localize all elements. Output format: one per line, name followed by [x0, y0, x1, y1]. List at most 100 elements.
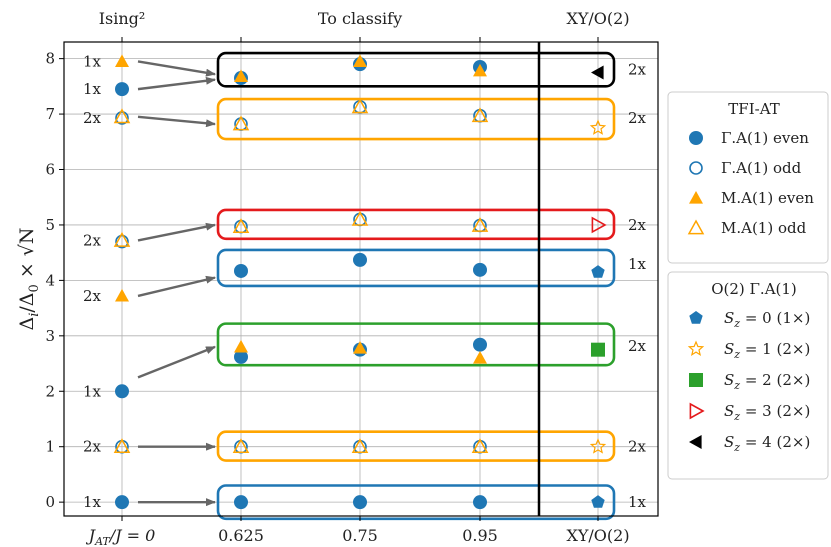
- data-point-triangle-filled: [234, 339, 248, 353]
- left-count-label: 1x: [83, 382, 102, 400]
- legend-frame: [667, 91, 829, 264]
- x-tick-label: 0.75: [342, 526, 378, 545]
- legend-label-pre: S: [724, 433, 734, 451]
- data-point-triangle-left: [591, 65, 604, 80]
- mapping-arrow: [137, 60, 216, 77]
- ylabel-sub-0: 0: [27, 284, 42, 292]
- group-box: [216, 208, 616, 241]
- y-tick-label: 8: [45, 50, 55, 68]
- right-count-label: 2x: [628, 337, 647, 355]
- data-point-pentagon: [591, 265, 605, 278]
- y-tick-label: 4: [45, 271, 55, 289]
- data-point-circle-filled: [234, 263, 248, 278]
- legend-label-pre: S: [724, 309, 734, 327]
- ylabel-sub-i: i: [27, 313, 42, 317]
- data-point-square: [591, 342, 605, 357]
- annotation-labels: 1x 2x 1x 2x 2x 2x 1x 1x 1x 2x 2x 1x 2x 2x 2x: [83, 52, 647, 511]
- data-point-circle-filled: [234, 349, 248, 364]
- data-point-circle-filled: [115, 384, 129, 399]
- legend-label: Γ.A(1) even: [721, 129, 809, 147]
- data-point-triangle-open: [232, 218, 250, 233]
- data-point-circle-filled: [115, 82, 129, 97]
- data-point-circle-filled: [234, 495, 248, 510]
- legend-marker-triangle-right-open: [689, 402, 705, 420]
- legend-marker-triangle-left: [689, 435, 702, 449]
- x-tick-label-first: JAT/J = 0: [86, 526, 156, 547]
- y-tick-label: 3: [45, 327, 55, 345]
- legend-marker-star: [687, 340, 705, 356]
- xlabel-main: J: [86, 526, 97, 545]
- top-label: XY/O(2): [566, 9, 629, 28]
- data-point-triangle-open: [113, 438, 131, 454]
- legend-label-sub: z: [733, 317, 740, 330]
- y-tick-label: 1: [45, 438, 55, 456]
- y-tick-label: 5: [45, 216, 55, 234]
- group-box: [216, 484, 616, 521]
- data-point-triangle-filled: [473, 351, 487, 364]
- data-point-triangle-filled: [353, 341, 367, 354]
- y-tick-label: 6: [45, 161, 55, 179]
- mapping-arrow: [137, 222, 216, 242]
- legend-title: TFI-AT: [728, 100, 779, 118]
- x-tick-label: XY/O(2): [566, 526, 629, 545]
- data-point-triangle-open: [351, 438, 369, 454]
- left-count-label: 2x: [83, 287, 102, 305]
- data-point-triangle-open: [113, 108, 131, 124]
- data-markers: [113, 54, 607, 510]
- mapping-arrow: [137, 76, 216, 91]
- legend-label: Sz = 0 (1×): [724, 309, 810, 330]
- ylabel-mid: /Δ: [16, 292, 38, 312]
- data-point-triangle-open: [113, 231, 131, 247]
- legend-label: Sz = 2 (2×): [724, 371, 810, 392]
- data-point-circle-filled: [473, 495, 487, 510]
- data-point-triangle-filled: [115, 288, 129, 302]
- data-point-circle-filled: [473, 337, 487, 352]
- left-count-label: 2x: [83, 109, 102, 127]
- legend-title: O(2) Γ.A(1): [711, 280, 797, 298]
- data-point-circle-filled: [353, 495, 367, 510]
- mapping-arrow: [137, 345, 216, 379]
- data-point-circle-open: [115, 111, 129, 125]
- ylabel-main: Δ: [16, 317, 38, 331]
- left-count-label: 1x: [83, 52, 102, 70]
- top-label: To classify: [318, 9, 402, 28]
- data-point-triangle-open: [471, 216, 489, 232]
- top-label: Ising²: [99, 9, 146, 28]
- data-point-triangle-open: [471, 438, 489, 454]
- legend-label-sub: z: [733, 348, 740, 361]
- data-point-circle-open: [115, 234, 129, 249]
- data-point-circle-filled: [473, 262, 487, 277]
- y-tick-label: 2: [45, 382, 55, 400]
- right-count-label: 1x: [628, 493, 647, 511]
- data-point-triangle-filled: [115, 54, 129, 68]
- left-count-label: 1x: [83, 493, 102, 511]
- legend-marker-circle-open: [689, 161, 703, 175]
- left-count-label: 2x: [83, 438, 102, 456]
- mapping-arrow: [137, 275, 216, 298]
- data-point-star: [589, 119, 607, 135]
- data-point-pentagon: [591, 495, 605, 508]
- data-point-triangle-open: [232, 438, 250, 454]
- left-count-label: 1x: [83, 80, 102, 98]
- y-tick-label: 0: [45, 493, 55, 511]
- legends: TFI-AT Γ.A(1) even Γ.A(1) odd M.A(1) even M.…: [667, 91, 829, 480]
- legend-label-sub: z: [733, 410, 740, 423]
- data-point-circle-filled: [353, 252, 367, 267]
- legend-label-post: = 2 (2×): [740, 371, 810, 389]
- right-count-label: 1x: [628, 255, 647, 273]
- legend-label-pre: S: [724, 402, 734, 420]
- group-boxes: [216, 42, 616, 521]
- data-point-triangle-filled: [473, 63, 487, 77]
- xlabel-sub: AT: [94, 535, 111, 547]
- data-point-star: [589, 438, 607, 454]
- legend-label-post: = 0 (1×): [740, 309, 810, 327]
- data-point-triangle-open: [351, 98, 369, 114]
- data-point-triangle-open: [232, 115, 250, 131]
- legend-label-post: = 4 (2×): [740, 433, 810, 451]
- data-point-triangle-open: [351, 210, 369, 226]
- legend-marker-pentagon: [689, 311, 703, 324]
- right-count-label: 2x: [628, 438, 647, 456]
- legend-label-post: = 1 (2×): [740, 340, 810, 358]
- legend-label-sub: z: [733, 441, 740, 454]
